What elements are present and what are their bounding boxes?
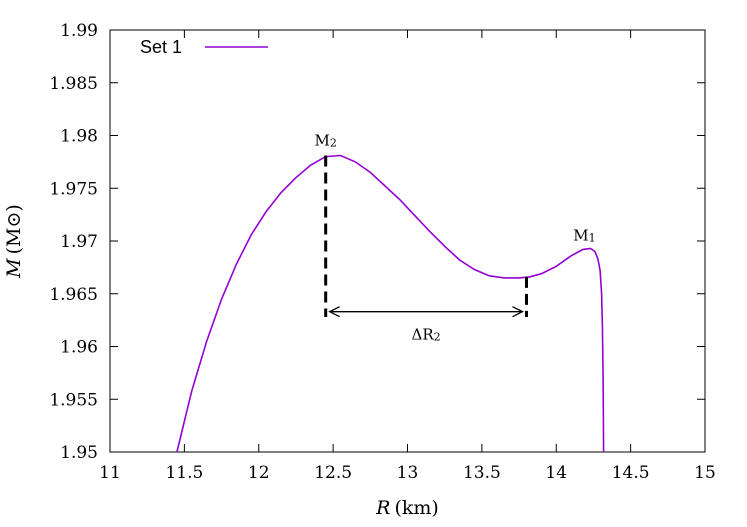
x-tick-label: 15 <box>694 463 716 483</box>
axis-ticks <box>110 30 705 452</box>
y-tick-label: 1.97 <box>60 232 98 252</box>
delta-r-arrowhead-right <box>512 306 524 318</box>
x-tick-label: 14.5 <box>612 463 650 483</box>
x-tick-label: 12.5 <box>314 463 352 483</box>
y-tick-label: 1.965 <box>49 285 98 305</box>
delta-r-arrowhead-left <box>328 306 340 318</box>
legend-label: Set 1 <box>140 37 182 57</box>
y-tick-label: 1.975 <box>49 179 98 199</box>
annotations: M2 M1 ΔR2 <box>315 132 596 344</box>
plot-frame <box>109 29 706 453</box>
y-tick-labels: 1.95 1.955 1.96 1.965 1.97 1.975 1.98 1.985 1.99 <box>49 21 98 463</box>
y-tick-label: 1.95 <box>60 443 98 463</box>
y-tick-label: 1.96 <box>60 338 98 358</box>
y-tick-label: 1.955 <box>49 390 98 410</box>
x-tick-label: 11 <box>99 463 121 483</box>
delta-r-label: ΔR2 <box>412 326 441 344</box>
x-tick-labels: 11 11.5 12 12.5 13 13.5 14 14.5 15 <box>99 463 716 483</box>
x-tick-label: 13.5 <box>463 463 501 483</box>
x-tick-label: 14 <box>545 463 567 483</box>
y-tick-label: 1.98 <box>60 127 98 147</box>
legend: Set 1 <box>140 37 268 57</box>
x-tick-label: 11.5 <box>165 463 203 483</box>
y-tick-label: 1.985 <box>49 74 98 94</box>
m1-label: M1 <box>573 226 595 244</box>
x-tick-label: 12 <box>248 463 270 483</box>
x-tick-label: 13 <box>397 463 419 483</box>
series-line-set-1 <box>176 154 605 453</box>
x-axis-title: R (km) <box>375 497 439 519</box>
m2-label: M2 <box>315 132 337 150</box>
y-tick-label: 1.99 <box>60 21 98 41</box>
y-axis-title: M(M⊙) <box>3 204 25 279</box>
